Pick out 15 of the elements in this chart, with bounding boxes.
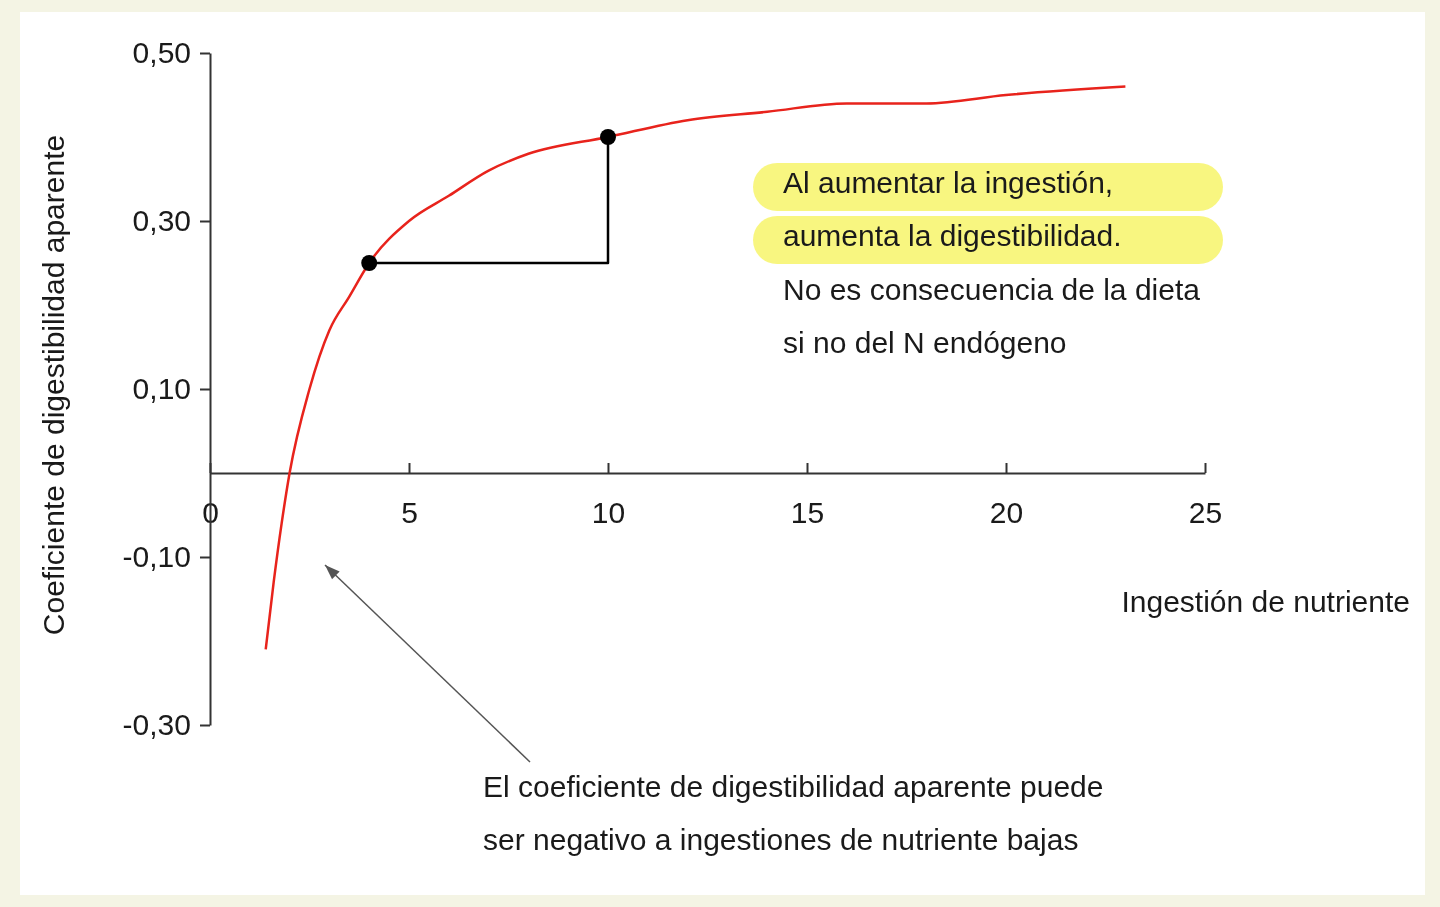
x-tick-label: 20: [989, 495, 1024, 529]
y-axis-title: Coeficiente de digestibilidad aparente: [37, 134, 70, 636]
x-tick-label: 25: [1188, 495, 1223, 529]
annotation: Al aumentar la ingestión, aumenta la digestibilidad.: [783, 166, 1122, 252]
y-tick-label: 0,10: [132, 372, 191, 406]
y-tick-label: -0,10: [122, 540, 191, 574]
y-tick-label: 0,30: [132, 204, 191, 238]
y-tick-label: 0,50: [132, 36, 191, 70]
x-axis-title: Ingestión de nutriente: [1121, 585, 1410, 618]
x-tick-label: 10: [591, 495, 626, 529]
y-tick-label: -0,30: [122, 708, 191, 742]
x-tick-label: 15: [790, 495, 825, 529]
x-tick-label: 5: [401, 495, 418, 529]
text: El coeficiente de digestibilidad aparente puede ser negativo a ingestiones de nutriente bajas: [483, 770, 1104, 856]
annotation: No es consecuencia de la dieta si no del N endógeno: [783, 273, 1201, 359]
